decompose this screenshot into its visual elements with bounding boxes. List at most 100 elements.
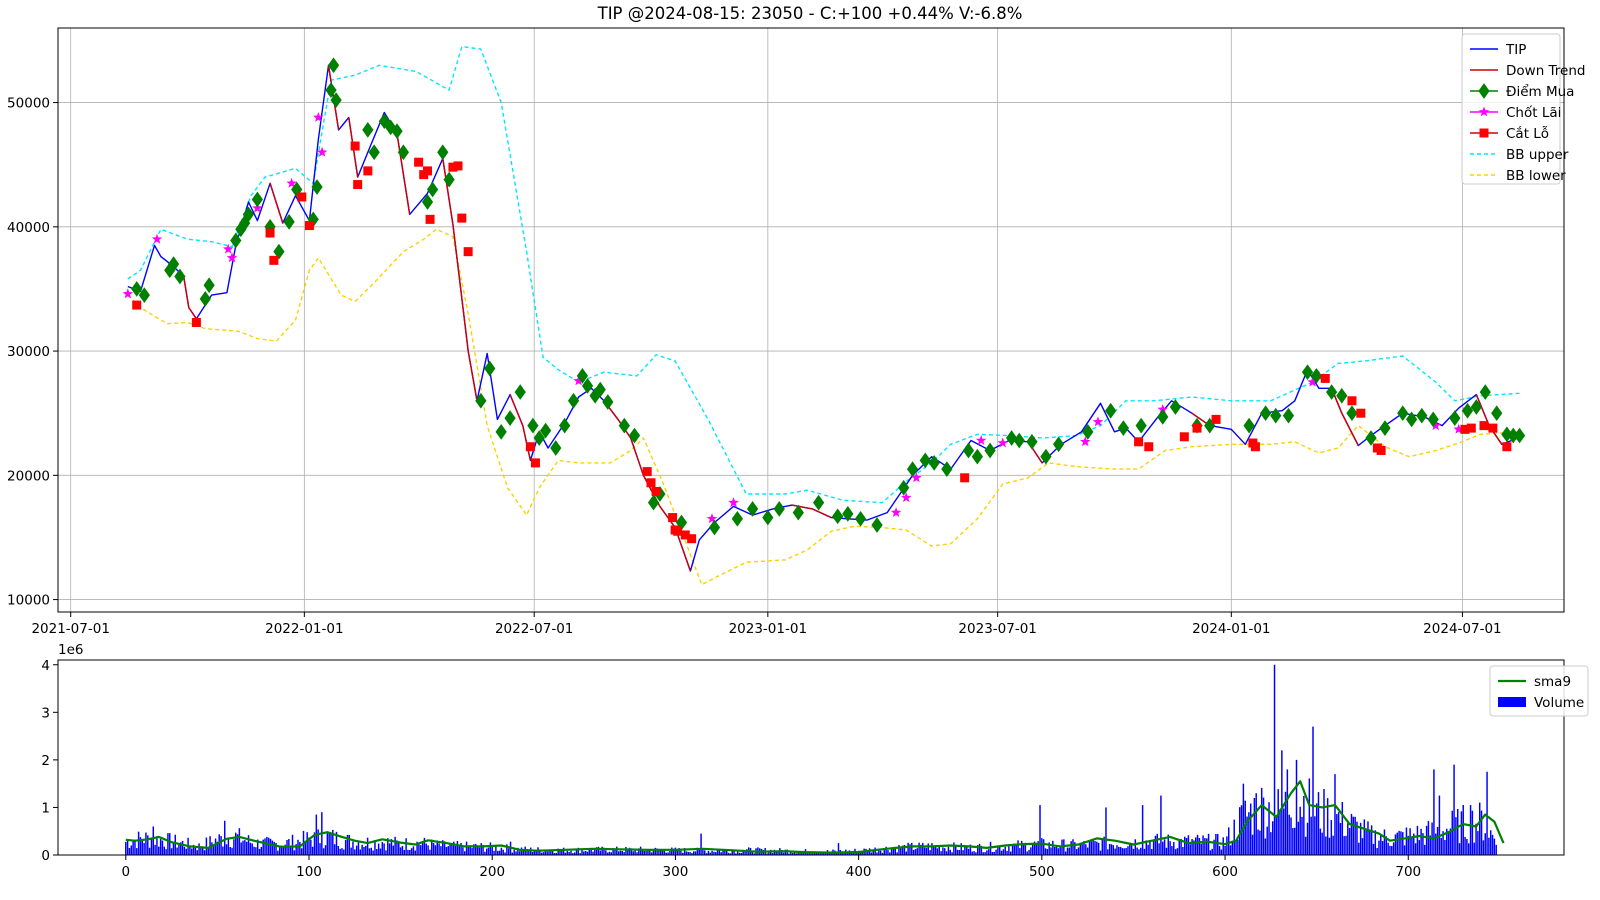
volume-bar — [625, 846, 627, 855]
buy-marker — [1491, 405, 1503, 422]
price-x-tick-label: 2023-07-01 — [958, 621, 1036, 637]
buy-marker — [1336, 387, 1348, 404]
volume-bar — [656, 848, 658, 855]
volume-bar — [1326, 798, 1329, 855]
legend-entry-label: BB upper — [1506, 147, 1569, 163]
buy-marker — [792, 504, 804, 521]
volume-bar — [401, 845, 404, 855]
volume-bar — [205, 837, 208, 855]
volume-bar — [137, 831, 140, 855]
volume-bar — [923, 847, 926, 855]
take-profit-marker — [890, 507, 902, 517]
volume-bar — [1072, 839, 1074, 855]
volume-bar — [337, 846, 340, 855]
volume-bar — [533, 850, 536, 855]
volume-bar — [267, 837, 270, 855]
volume-bar — [1097, 842, 1100, 855]
volume-bar — [744, 850, 746, 855]
volume-bar — [1418, 840, 1420, 855]
volume-bar — [685, 851, 688, 855]
volume-bar — [715, 852, 717, 855]
volume-bar — [1070, 841, 1072, 855]
volume-bar — [544, 850, 547, 855]
volume-bar — [551, 851, 554, 855]
stop-loss-marker — [651, 486, 661, 496]
volume-bar — [691, 853, 693, 855]
volume-bar — [1222, 837, 1224, 855]
volume-bar — [986, 850, 988, 855]
volume-bar — [1185, 837, 1188, 855]
volume-bar — [724, 849, 726, 855]
volume-bar — [1480, 810, 1483, 855]
volume-bar — [139, 837, 142, 855]
volume-bar — [126, 840, 129, 855]
stop-loss-marker — [1488, 423, 1498, 433]
buy-marker — [495, 423, 507, 440]
volume-bar — [916, 848, 918, 855]
volume-bar — [861, 852, 864, 855]
volume-bar — [1336, 814, 1338, 855]
volume-bar — [1303, 795, 1305, 855]
volume-bar — [280, 845, 283, 855]
volume-bar — [487, 847, 490, 855]
volume-bar — [192, 844, 195, 855]
volume-bar — [1085, 844, 1087, 855]
buy-marker — [1270, 407, 1282, 424]
volume-bar — [456, 841, 459, 855]
volume-bar — [1068, 847, 1071, 855]
volume-bar — [1130, 845, 1133, 855]
buy-marker — [1169, 399, 1182, 415]
volume-bar — [328, 832, 330, 855]
volume-bar — [161, 840, 164, 855]
volume-bar — [693, 851, 695, 855]
buy-marker — [378, 113, 390, 130]
volume-bar — [683, 848, 686, 855]
volume-bar — [628, 847, 631, 855]
volume-bar — [575, 848, 578, 855]
legend-swatch-marker — [1479, 128, 1489, 138]
buy-marker — [746, 501, 759, 517]
volume-bar — [1127, 846, 1129, 855]
volume-bar — [546, 851, 548, 855]
buy-marker — [174, 268, 186, 285]
volume-bar — [1002, 849, 1005, 855]
volume-bar — [366, 837, 369, 855]
series-line-tip — [127, 64, 1520, 572]
volume-bar — [942, 847, 944, 855]
volume-bar — [1171, 846, 1173, 855]
volume-bar — [1361, 838, 1364, 855]
volume-bar — [812, 853, 814, 855]
volume-bar — [998, 845, 1001, 855]
price-legend-box — [1461, 33, 1561, 185]
stop-loss-marker — [1250, 442, 1260, 452]
volume-bar — [132, 841, 134, 855]
volume-bar — [350, 847, 352, 855]
volume-bar — [443, 841, 446, 855]
volume-bar — [1385, 836, 1388, 855]
volume-bar — [1292, 828, 1294, 855]
volume-bar — [1055, 846, 1058, 855]
legend-entry-label: Down Trend — [1506, 63, 1586, 79]
volume-bar — [1119, 846, 1122, 855]
volume-bar — [570, 850, 572, 855]
volume-bar — [311, 846, 314, 855]
volume-bar — [1057, 848, 1060, 855]
volume-bar — [1013, 843, 1016, 855]
volume-bar — [388, 843, 391, 855]
volume-bar — [341, 848, 343, 855]
take-profit-marker — [286, 177, 297, 188]
volume-bar — [1339, 823, 1342, 855]
volume-bar — [588, 848, 591, 855]
volume-bar — [971, 851, 973, 855]
volume-bar — [172, 842, 175, 855]
volume-bar — [1237, 839, 1239, 855]
volume-bar — [1262, 797, 1265, 855]
volume-bar — [645, 850, 647, 855]
series-line-down-trend — [442, 158, 478, 401]
volume-bar — [213, 845, 215, 855]
buy-marker — [1259, 405, 1272, 422]
volume-bar — [793, 851, 796, 855]
volume-bar — [951, 852, 953, 855]
volume-bar — [372, 850, 374, 855]
volume-bar — [1030, 847, 1032, 855]
